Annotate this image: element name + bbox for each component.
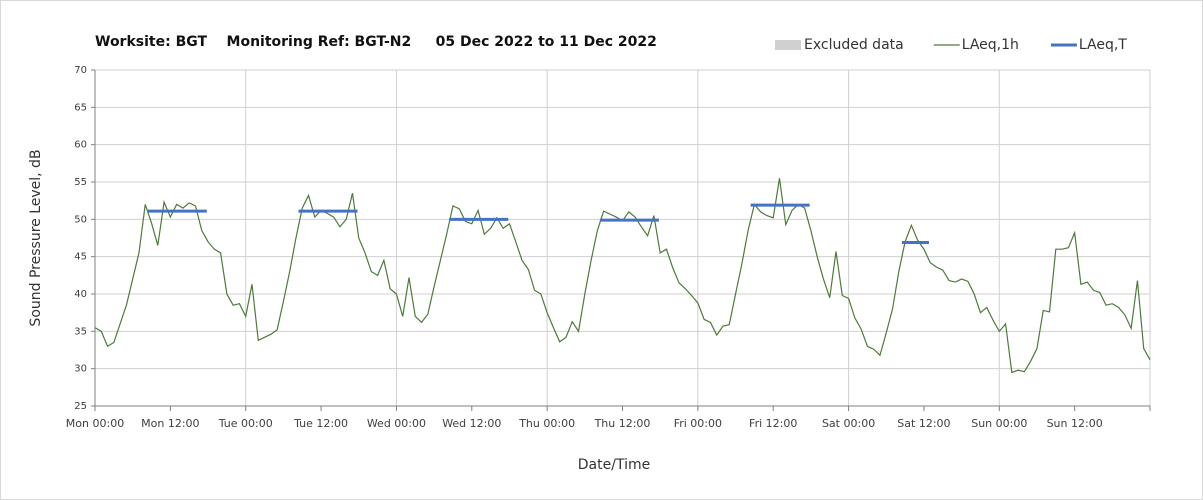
y-tick-label: 55: [74, 177, 87, 188]
y-tick-label: 50: [74, 214, 87, 225]
y-tick-label: 45: [74, 252, 87, 263]
x-tick-label: Mon 12:00: [141, 417, 199, 430]
y-axis-label: Sound Pressure Level, dB: [28, 149, 44, 326]
x-axis-label: Date/Time: [578, 457, 650, 473]
y-tick-label: 35: [74, 326, 87, 337]
x-tick-label: Sun 12:00: [1047, 417, 1103, 430]
legend-label: Excluded data: [804, 37, 904, 53]
x-tick-label: Mon 00:00: [66, 417, 124, 430]
legend: Excluded data LAeq,1h LAeq,T: [775, 37, 1127, 53]
legend-swatch: [775, 40, 801, 50]
x-tick-label: Tue 12:00: [293, 417, 348, 430]
y-tick-label: 70: [74, 65, 87, 76]
x-tick-label: Wed 12:00: [442, 417, 501, 430]
legend-label: LAeq,T: [1079, 37, 1127, 53]
y-tick-label: 30: [74, 364, 87, 375]
x-tick-label: Sun 00:00: [971, 417, 1027, 430]
x-tick-label: Fri 00:00: [674, 417, 722, 430]
x-tick-label: Wed 00:00: [367, 417, 426, 430]
legend-label: LAeq,1h: [962, 37, 1019, 53]
x-tick-label: Thu 12:00: [594, 417, 651, 430]
y-tick-label: 60: [74, 140, 87, 151]
x-tick-label: Sat 00:00: [822, 417, 875, 430]
y-tick-label: 40: [74, 289, 87, 300]
x-tick-label: Fri 12:00: [749, 417, 797, 430]
y-tick-label: 25: [74, 401, 87, 412]
x-tick-label: Tue 00:00: [218, 417, 273, 430]
x-tick-label: Sat 12:00: [897, 417, 950, 430]
x-tick-label: Thu 00:00: [518, 417, 575, 430]
chart-title: Worksite: BGT Monitoring Ref: BGT-N2 05 …: [95, 34, 657, 50]
y-tick-label: 65: [74, 102, 87, 113]
